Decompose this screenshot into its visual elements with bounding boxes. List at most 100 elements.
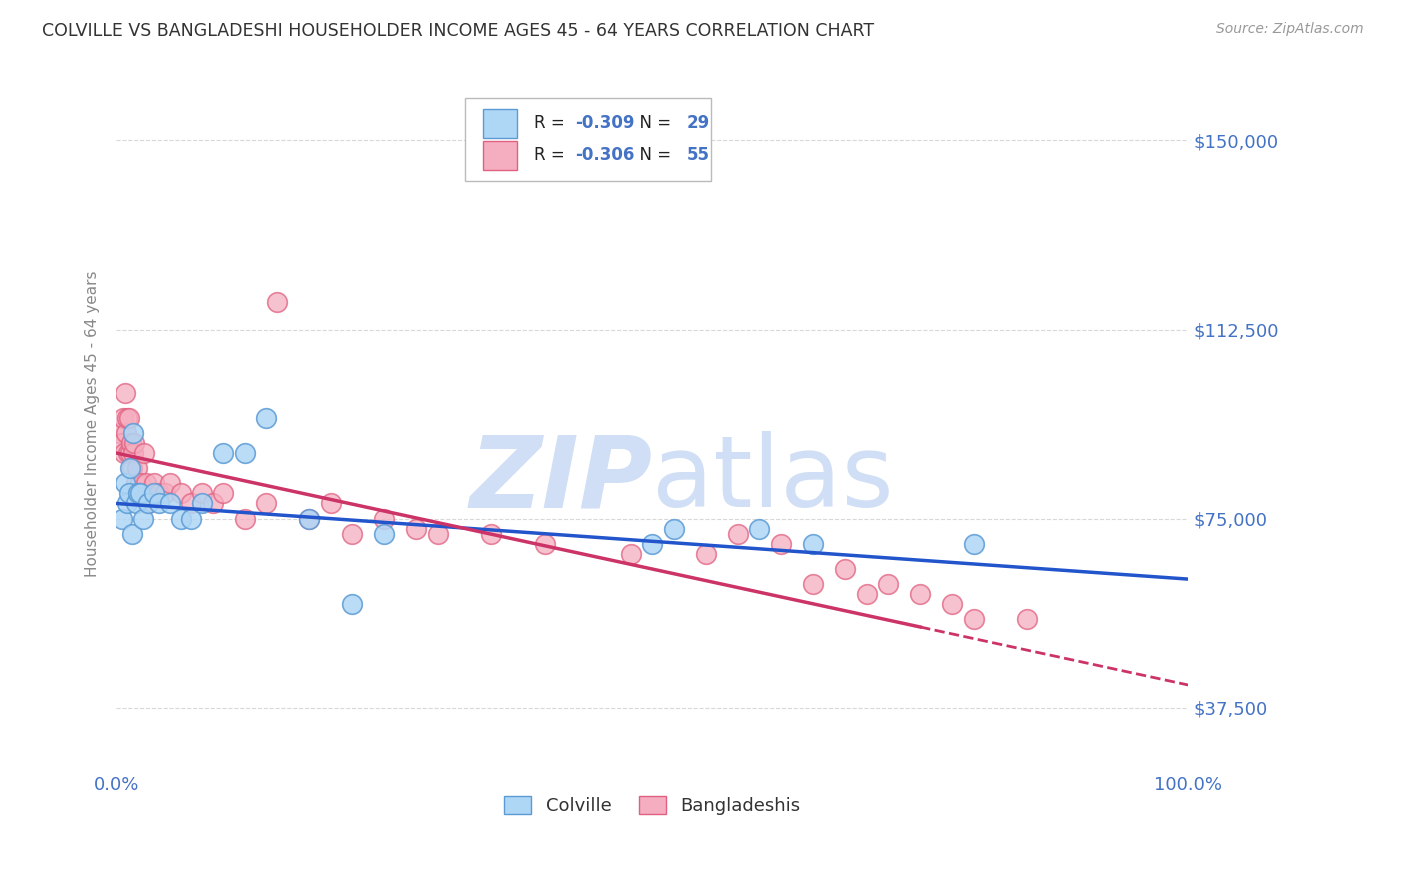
Point	[121, 526, 143, 541]
Text: COLVILLE VS BANGLADESHI HOUSEHOLDER INCOME AGES 45 - 64 YEARS CORRELATION CHART: COLVILLE VS BANGLADESHI HOUSEHOLDER INCO…	[42, 22, 875, 40]
Point	[124, 436, 146, 450]
Point	[114, 385, 136, 400]
Point	[138, 496, 160, 510]
Point	[142, 476, 165, 491]
Point	[118, 486, 141, 500]
Point	[112, 446, 135, 460]
Point	[233, 446, 256, 460]
Point	[159, 496, 181, 510]
Text: 29: 29	[686, 114, 710, 132]
Point	[769, 537, 792, 551]
FancyBboxPatch shape	[464, 98, 711, 181]
Text: ZIP: ZIP	[470, 431, 652, 528]
Point	[620, 547, 643, 561]
Point	[180, 496, 202, 510]
Point	[191, 486, 214, 500]
Point	[124, 496, 146, 510]
Y-axis label: Householder Income Ages 45 - 64 years: Householder Income Ages 45 - 64 years	[86, 271, 100, 577]
Point	[125, 461, 148, 475]
Point	[117, 446, 139, 460]
Point	[169, 511, 191, 525]
Point	[298, 511, 321, 525]
Point	[135, 476, 157, 491]
Point	[191, 496, 214, 510]
Point	[118, 410, 141, 425]
Text: 55: 55	[686, 146, 710, 164]
Point	[1017, 612, 1039, 626]
Text: N =: N =	[628, 114, 676, 132]
Point	[963, 612, 986, 626]
Point	[266, 294, 288, 309]
Point	[340, 597, 363, 611]
Point	[153, 486, 176, 500]
Point	[169, 486, 191, 500]
Point	[748, 522, 770, 536]
Point	[111, 436, 134, 450]
Legend: Colville, Bangladeshis: Colville, Bangladeshis	[495, 787, 810, 824]
Point	[908, 587, 931, 601]
Point	[801, 537, 824, 551]
Point	[834, 562, 856, 576]
Text: Source: ZipAtlas.com: Source: ZipAtlas.com	[1216, 22, 1364, 37]
Point	[128, 476, 150, 491]
Point	[641, 537, 664, 551]
Point	[481, 526, 503, 541]
FancyBboxPatch shape	[482, 141, 517, 169]
Point	[877, 577, 900, 591]
Point	[963, 537, 986, 551]
Point	[212, 486, 235, 500]
Point	[115, 410, 138, 425]
Point	[115, 496, 138, 510]
Point	[121, 461, 143, 475]
Point	[108, 425, 131, 440]
Text: N =: N =	[628, 146, 676, 164]
Text: R =: R =	[534, 146, 571, 164]
Point	[727, 526, 749, 541]
Point	[131, 486, 153, 500]
Point	[801, 577, 824, 591]
Point	[122, 446, 145, 460]
Point	[201, 496, 224, 510]
Point	[941, 597, 963, 611]
Point	[148, 486, 170, 500]
Point	[319, 496, 342, 510]
Point	[298, 511, 321, 525]
Text: R =: R =	[534, 114, 571, 132]
Point	[138, 496, 160, 510]
Point	[111, 511, 134, 525]
Point	[662, 522, 685, 536]
Point	[405, 522, 427, 536]
Point	[212, 446, 235, 460]
Point	[114, 476, 136, 491]
Point	[340, 526, 363, 541]
Point	[115, 425, 138, 440]
Point	[159, 476, 181, 491]
Point	[233, 511, 256, 525]
Point	[128, 486, 150, 500]
Text: -0.309: -0.309	[575, 114, 634, 132]
Point	[142, 486, 165, 500]
Point	[128, 486, 150, 500]
Text: -0.306: -0.306	[575, 146, 634, 164]
Point	[120, 461, 142, 475]
Point	[373, 511, 395, 525]
Point	[254, 496, 277, 510]
Point	[124, 476, 146, 491]
Point	[254, 410, 277, 425]
Point	[134, 446, 156, 460]
Point	[373, 526, 395, 541]
Point	[127, 486, 149, 500]
Point	[120, 446, 142, 460]
Text: atlas: atlas	[652, 431, 894, 528]
Point	[855, 587, 877, 601]
Point	[180, 511, 202, 525]
Point	[695, 547, 717, 561]
Point	[132, 511, 155, 525]
Point	[120, 436, 142, 450]
Point	[111, 410, 134, 425]
Point	[426, 526, 449, 541]
Point	[122, 425, 145, 440]
Point	[534, 537, 557, 551]
Point	[127, 486, 149, 500]
FancyBboxPatch shape	[482, 109, 517, 137]
